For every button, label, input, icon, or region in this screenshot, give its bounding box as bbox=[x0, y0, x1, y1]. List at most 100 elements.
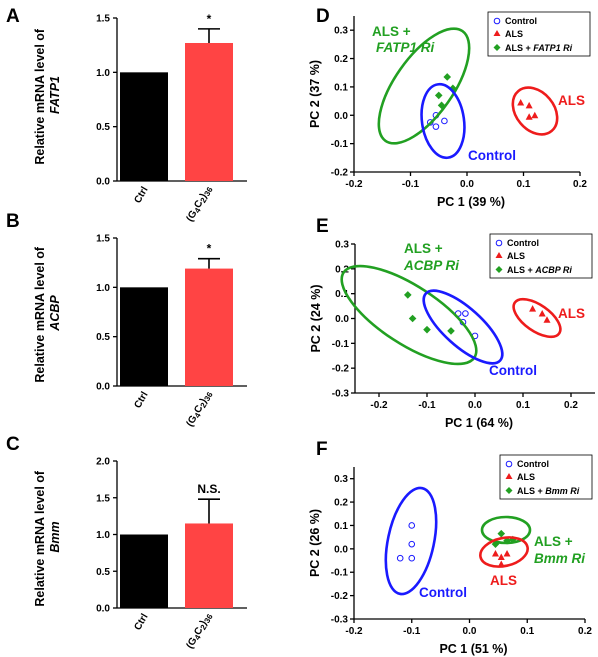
category-label-b: (G4C2)36 bbox=[185, 389, 215, 430]
legend-f: Control ALS ALS + Bmm Ri bbox=[499, 454, 593, 500]
panel-b: B Relative mRNA level of ACBP 0.0 0.5 1.0 1… bbox=[6, 211, 247, 429]
data-point-control-f bbox=[396, 554, 404, 562]
panel-b-ylabel: Relative mRNA level of ACBP bbox=[33, 243, 62, 382]
pca-chart-d: -0.2 -0.1 0.0 0.1 0.2 0.3 -0.2 -0.1 0.0 0.1 0.2 PC … bbox=[308, 16, 587, 209]
legend-label-rnai-e-gene: ACBP Ri bbox=[534, 265, 572, 275]
data-point-control-d bbox=[432, 123, 440, 130]
cluster-label-rnai-f-line2: Bmm Ri bbox=[534, 551, 585, 566]
legend-marker-als-e bbox=[495, 252, 503, 258]
bar-b-g4c2 bbox=[185, 268, 233, 386]
x-tick-label-e: -0.2 bbox=[370, 400, 388, 411]
bar-chart-b: 0.0 0.5 1.0 1.5 Ctrl * (G4C2)36 bbox=[96, 234, 247, 430]
cluster-ellipse-als-d bbox=[511, 86, 559, 136]
cluster-ellipse-rnai-f bbox=[480, 515, 532, 545]
legend-label-als-f: ALS bbox=[517, 472, 535, 482]
category-label-a: (G4C2)36 bbox=[185, 184, 215, 225]
category-label-part: 4 bbox=[193, 411, 203, 420]
panel-d: D -0.2 -0.1 0.0 0.1 0.2 0.3 -0.2 -0.1 0.0 0.1 0.2 P… bbox=[308, 6, 591, 209]
panel-letter-f: F bbox=[316, 439, 328, 460]
y-axis-label-e: PC 2 (24 %) bbox=[309, 284, 323, 352]
legend-label-als-e: ALS bbox=[507, 251, 525, 261]
x-tick-label-e: 0.2 bbox=[564, 400, 578, 411]
y-tick-label-e: -0.1 bbox=[332, 339, 350, 350]
data-point-als-e bbox=[529, 305, 537, 312]
category-label-part: (G bbox=[185, 635, 200, 650]
panel-letter-a: A bbox=[6, 6, 20, 27]
legend-label-rnai-d-prefix: ALS + bbox=[505, 43, 533, 53]
cluster-ellipse-control-e bbox=[422, 289, 504, 365]
panel-c-ylabel: Relative mRNA level of Bmm bbox=[33, 467, 62, 606]
bar-chart-a: 0.0 0.5 1.0 1.5 Ctrl * (G4C2)36 bbox=[96, 12, 247, 224]
category-label-part: C bbox=[192, 403, 205, 415]
y-tick-label-b: 1.5 bbox=[96, 234, 110, 245]
y-tick-label-f: 0.0 bbox=[334, 544, 348, 555]
y-tick-label-e: -0.2 bbox=[332, 364, 350, 375]
data-point-als-e bbox=[543, 316, 551, 323]
legend-marker-rnai-d bbox=[493, 44, 501, 51]
category-label-part: 4 bbox=[193, 206, 203, 215]
x-tick-label-f: 0.2 bbox=[578, 626, 592, 637]
legend-label-control-e: Control bbox=[507, 238, 539, 248]
y-tick-label-f: -0.2 bbox=[331, 591, 349, 602]
data-point-rnai-d bbox=[443, 73, 452, 81]
category-label-part: 2 bbox=[199, 401, 209, 410]
cluster-label-als-f: ALS bbox=[490, 573, 517, 588]
data-point-als-d bbox=[531, 111, 539, 119]
data-point-als-d bbox=[525, 101, 533, 109]
significance-label-c: N.S. bbox=[197, 482, 220, 496]
panel-letter-c: C bbox=[6, 434, 20, 455]
legend-label-control-f: Control bbox=[517, 459, 549, 469]
bar-a-g4c2 bbox=[185, 42, 233, 181]
category-label-part: (G bbox=[185, 208, 200, 223]
legend-label-rnai-f-prefix: ALS + bbox=[517, 486, 545, 496]
pca-chart-e: -0.3 -0.2 -0.1 0.0 0.1 0.2 0.3 -0.2 -0.1 0.0 0.1 0.… bbox=[309, 240, 595, 430]
panel-e: E -0.3 -0.2 -0.1 0.0 0.1 0.2 0.3 -0.2 -0.1 0.0 0.1… bbox=[309, 216, 595, 430]
data-point-rnai-f bbox=[509, 535, 517, 544]
y-tick-label-a: 1.5 bbox=[96, 14, 110, 25]
data-point-rnai-d bbox=[434, 91, 443, 100]
data-point-rnai-f bbox=[497, 529, 506, 538]
cluster-label-als-e: ALS bbox=[558, 306, 585, 321]
legend-label-rnai-f-gene: Bmm Ri bbox=[545, 486, 580, 496]
cluster-ellipse-als-e bbox=[512, 297, 562, 339]
data-point-als-f bbox=[491, 550, 499, 557]
legend-label-rnai-e-prefix: ALS + bbox=[507, 265, 535, 275]
pca-chart-f: -0.3-0.2-0.10.00.10.20.3-0.2 -0.1 0.0 0.1 0.… bbox=[308, 467, 592, 656]
legend-box-f bbox=[499, 454, 593, 500]
cluster-label-als-d: ALS bbox=[558, 93, 585, 108]
y-axis-label-f: PC 2 (26 %) bbox=[308, 509, 322, 577]
data-point-control-e bbox=[462, 310, 469, 317]
y-tick-label-e: 0.2 bbox=[335, 264, 349, 275]
y-tick-label-f: 0.1 bbox=[334, 521, 348, 532]
y-tick-label-e: -0.3 bbox=[332, 389, 350, 400]
y-tick-label-b: 0.5 bbox=[96, 332, 110, 343]
data-point-rnai-e bbox=[404, 291, 412, 299]
x-tick-label-e: 0.1 bbox=[516, 400, 530, 411]
y-tick-label-d: 0.0 bbox=[334, 111, 348, 122]
data-point-rnai-e bbox=[447, 327, 455, 335]
legend-label-control-d: Control bbox=[505, 16, 537, 26]
x-tick-label-f: -0.1 bbox=[403, 626, 421, 637]
y-tick-label-f: -0.3 bbox=[331, 615, 349, 626]
y-tick-label-c: 1.0 bbox=[96, 530, 110, 541]
x-tick-label-d: -0.1 bbox=[402, 179, 420, 190]
cluster-label-rnai-e: ALS + bbox=[404, 241, 443, 256]
category-label-part: (G bbox=[185, 413, 200, 428]
y-tick-label-b: 1.0 bbox=[96, 283, 110, 294]
data-point-als-d bbox=[517, 99, 525, 106]
cluster-label-rnai-d-line2: FATP1 Ri bbox=[376, 40, 435, 55]
x-tick-label-d: -0.2 bbox=[345, 179, 363, 190]
panel-f: F -0.3-0.2-0.10.00.10.20.3-0.2 -0.1 0.0 0.1… bbox=[308, 439, 593, 656]
legend-e: Control ALS ALS + ACBP Ri bbox=[489, 233, 593, 279]
category-label-part: 2 bbox=[199, 196, 209, 205]
panel-letter-b: B bbox=[6, 211, 20, 232]
cluster-ellipse-control-d bbox=[420, 82, 466, 160]
data-point-control-f bbox=[408, 540, 416, 548]
legend-label-rnai-d: ALS + FATP1 Ri bbox=[505, 43, 573, 53]
panel-a-ylabel-line1: Relative mRNA level of bbox=[33, 28, 47, 165]
data-point-control-d bbox=[441, 117, 448, 125]
y-tick-label-c: 0.5 bbox=[96, 567, 110, 578]
category-label-part: C bbox=[192, 198, 205, 210]
x-tick-label-d: 0.0 bbox=[460, 179, 474, 190]
y-tick-label-f: -0.1 bbox=[331, 568, 349, 579]
